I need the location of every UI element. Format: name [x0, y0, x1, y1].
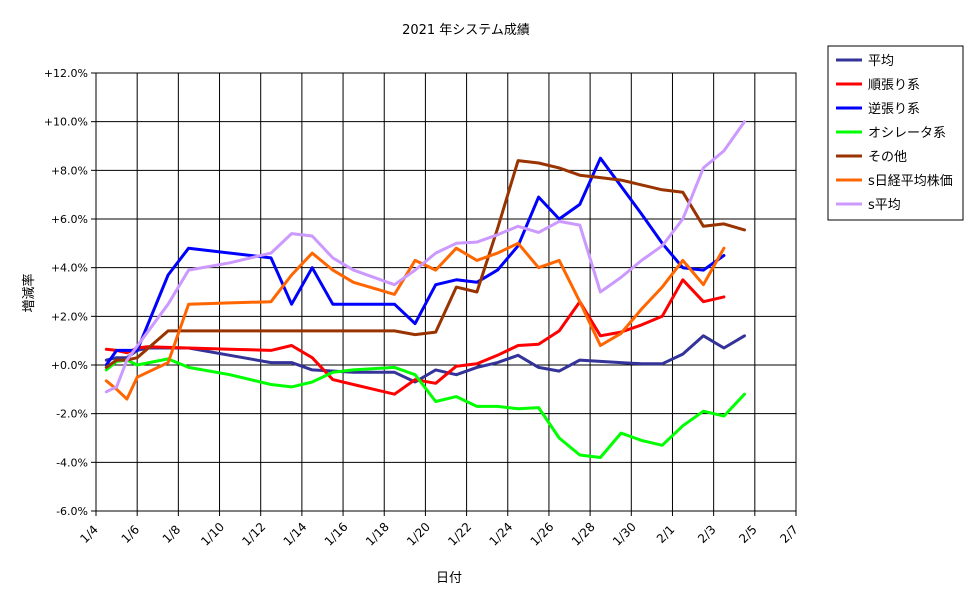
y-tick-label: +0.0% [51, 359, 88, 372]
y-tick-label: +2.0% [51, 310, 88, 323]
series-lines [104, 120, 746, 459]
y-tick-label: -4.0% [56, 456, 88, 469]
plot-grid [95, 72, 797, 512]
y-tick-label: +4.0% [51, 262, 88, 275]
y-axis-label: 増減率 [21, 273, 37, 312]
y-tick-label: +6.0% [51, 213, 88, 226]
y-tick-label: +12.0% [44, 67, 88, 80]
x-axis-label: 日付 [436, 571, 462, 586]
y-tick-label: +10.0% [44, 116, 88, 129]
series-line-7 [104, 120, 746, 394]
plot-area [96, 73, 796, 511]
series-line-5 [104, 159, 746, 369]
legend-label: オシレータ系 [868, 126, 946, 141]
legend-label: 順張り系 [868, 78, 920, 93]
y-tick-label: -2.0% [56, 408, 88, 421]
legend-label: s日経平均株価 [868, 174, 953, 189]
y-tick-label: +8.0% [51, 164, 88, 177]
series-line-4 [104, 357, 746, 459]
legend-label: s平均 [868, 198, 901, 213]
plot-border [95, 72, 797, 512]
y-tick-label: -6.0% [56, 505, 88, 518]
legend-label: 逆張り系 [868, 101, 920, 117]
legend-label: その他 [868, 150, 907, 165]
series-line-3 [104, 156, 726, 367]
series-line-6 [104, 241, 726, 401]
legend-label: 平均 [868, 54, 894, 69]
chart-title: 2021 年システム成績 [402, 23, 530, 38]
